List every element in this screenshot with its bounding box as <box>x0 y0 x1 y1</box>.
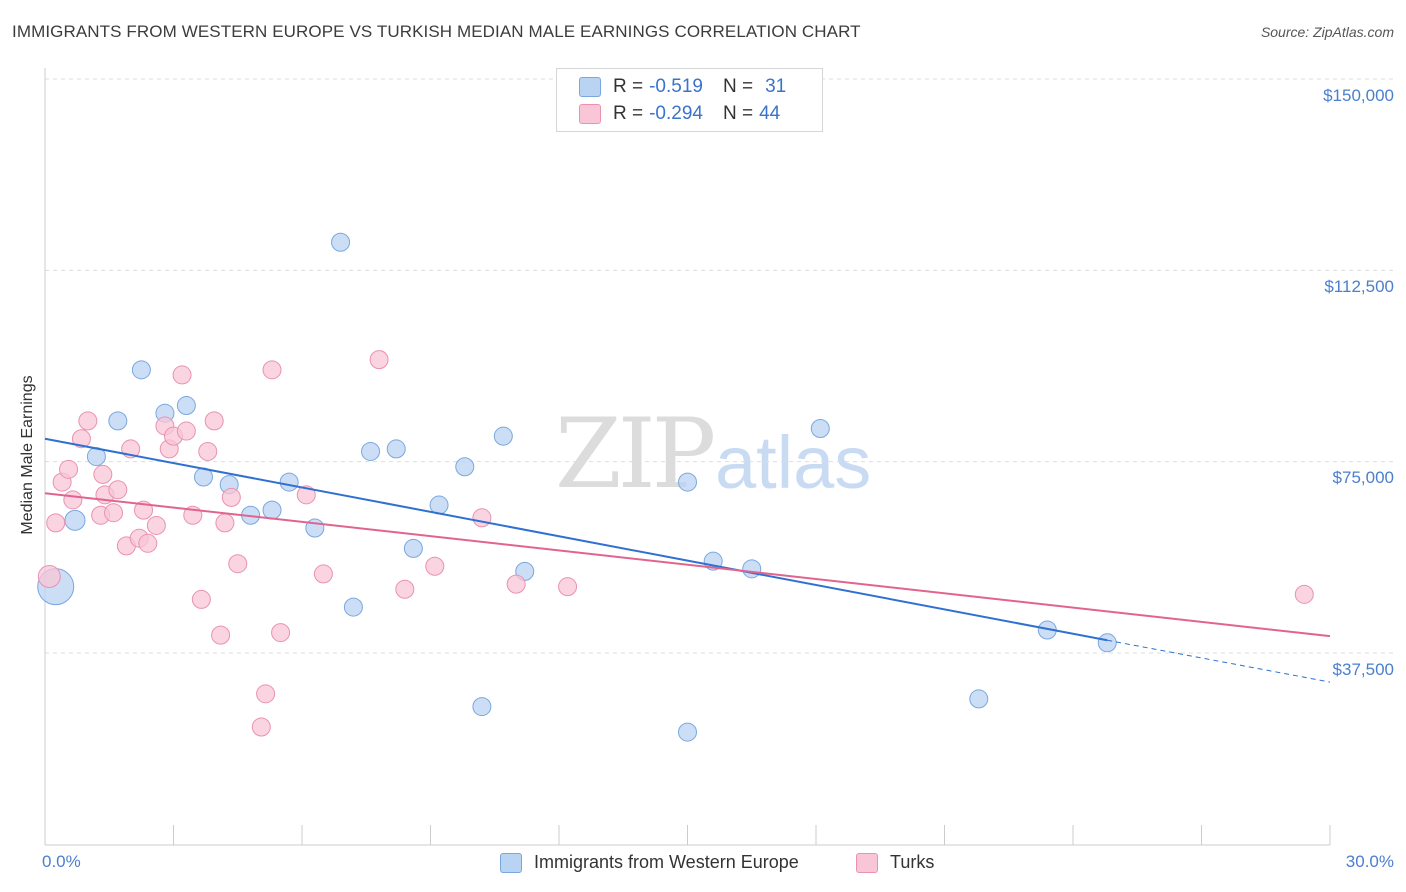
point-western-europe <box>678 722 697 742</box>
legend-n-value: 31 <box>765 76 787 97</box>
legend-row-turks: R = -0.294 N = 44 <box>557 100 780 128</box>
point-turks <box>46 513 66 533</box>
point-turks <box>63 490 83 510</box>
y-axis-label: Median Male Earnings <box>19 375 36 535</box>
point-turks <box>78 411 98 431</box>
legend-r-label: R = <box>613 76 644 97</box>
point-turks <box>104 503 124 523</box>
point-western-europe <box>1097 633 1117 653</box>
trendline-turks <box>44 492 1331 638</box>
legend-row-western-europe: R = -0.519 N = 31 <box>557 73 786 101</box>
point-turks <box>472 508 492 528</box>
y-tick-label-75000: $75,000 <box>1332 468 1394 487</box>
legend-r-label: R = <box>613 103 644 124</box>
point-turks <box>172 365 192 385</box>
point-turks <box>176 421 196 441</box>
point-western-europe <box>493 426 513 446</box>
point-turks <box>71 429 91 449</box>
legend-n-value: 44 <box>759 103 781 124</box>
point-turks <box>271 623 291 643</box>
x-tick-label-min: 0.0% <box>42 852 81 871</box>
point-turks <box>251 717 271 737</box>
point-turks <box>221 487 241 507</box>
legend-n-label: N = <box>722 103 754 124</box>
point-turks <box>93 464 113 484</box>
point-turks <box>1294 584 1314 604</box>
point-western-europe <box>64 509 86 531</box>
point-western-europe <box>472 697 492 717</box>
point-turks <box>198 441 218 461</box>
point-turks <box>204 411 224 431</box>
point-western-europe <box>678 472 697 492</box>
point-turks <box>228 554 248 574</box>
point-turks <box>256 684 276 704</box>
y-tick-label-37500: $37,500 <box>1332 660 1394 679</box>
point-turks <box>37 564 61 588</box>
legend-swatch-blue <box>579 77 601 97</box>
point-turks <box>191 589 211 609</box>
point-western-europe <box>131 360 151 380</box>
trendline-western-europe <box>44 437 1108 642</box>
source-note: Source: ZipAtlas.com <box>1260 24 1394 40</box>
trendline-western-europe-extension <box>1107 639 1331 683</box>
point-turks <box>108 480 128 500</box>
point-western-europe <box>455 457 475 477</box>
point-western-europe <box>176 396 196 416</box>
point-western-europe <box>108 411 128 431</box>
series-name-western-europe: Immigrants from Western Europe <box>534 852 799 872</box>
point-western-europe <box>742 559 762 579</box>
point-western-europe <box>279 472 299 492</box>
point-western-europe <box>343 597 363 617</box>
y-tick-label-112500: $112,500 <box>1324 277 1394 296</box>
series-legend-item-western-europe[interactable]: Immigrants from Western Europe <box>500 852 799 873</box>
point-western-europe <box>969 689 989 709</box>
point-turks <box>138 533 158 553</box>
point-turks <box>369 350 389 370</box>
series-swatch-blue <box>500 852 522 873</box>
series-legend-item-turks[interactable]: Turks <box>856 852 934 873</box>
point-western-europe <box>810 419 830 439</box>
point-turks <box>146 515 166 535</box>
point-turks <box>215 513 235 533</box>
legend-swatch-pink <box>579 104 601 124</box>
correlation-legend: R = -0.519 N = 31 R = -0.294 N = 44 <box>556 68 823 132</box>
legend-r-value: -0.519 <box>649 76 703 97</box>
point-western-europe <box>403 538 423 558</box>
point-turks <box>558 577 578 597</box>
point-turks <box>313 564 333 584</box>
point-western-europe <box>386 439 406 459</box>
point-western-europe <box>361 441 381 461</box>
point-western-europe <box>262 500 282 520</box>
point-turks <box>59 459 79 479</box>
series-name-turks: Turks <box>890 852 935 872</box>
point-turks <box>506 574 526 594</box>
watermark-atlas: atlas <box>715 421 872 504</box>
point-turks <box>262 360 282 380</box>
x-tick-label-max: 30.0% <box>1345 852 1394 871</box>
legend-n-label: N = <box>722 76 754 97</box>
y-tick-label-150000: $150,000 <box>1323 86 1394 105</box>
point-western-europe <box>331 232 351 252</box>
legend-r-value: -0.294 <box>649 103 703 124</box>
point-turks <box>296 485 316 505</box>
point-turks <box>425 556 445 576</box>
chart-title: IMMIGRANTS FROM WESTERN EUROPE VS TURKIS… <box>12 22 861 41</box>
series-swatch-pink <box>856 852 878 873</box>
point-turks <box>395 579 415 599</box>
point-turks <box>211 625 231 645</box>
